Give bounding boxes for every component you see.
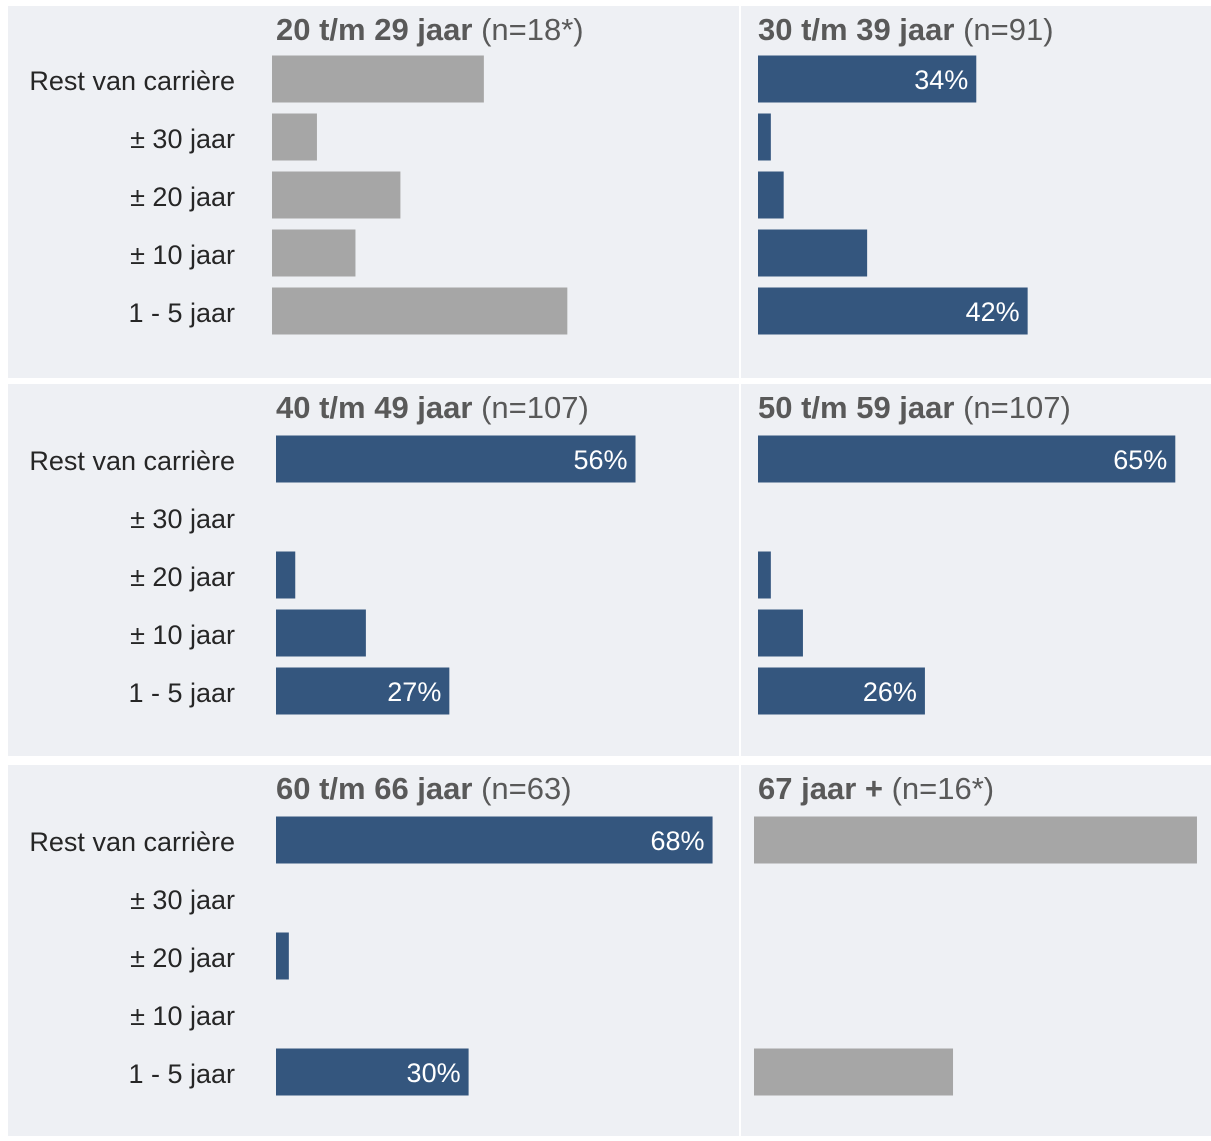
bar xyxy=(758,171,784,219)
panel-1: 20 t/m 29 jaar (n=18*) Rest van carrière ±… xyxy=(8,6,739,378)
bar xyxy=(272,171,401,219)
bar xyxy=(276,932,289,980)
bar xyxy=(276,667,450,715)
bar xyxy=(272,55,484,103)
category-label: 1 - 5 jaar xyxy=(128,298,235,328)
bar xyxy=(758,229,868,277)
panel-5: 60 t/m 66 jaar (n=63) Rest van carrière 68… xyxy=(8,765,739,1137)
bar xyxy=(276,551,296,599)
bar xyxy=(758,609,803,657)
bar xyxy=(272,113,317,161)
panel-title-bold: 40 t/m 49 jaar xyxy=(276,390,472,425)
bar-value-label: 56% xyxy=(573,445,627,475)
bar xyxy=(758,435,1176,483)
panel-title-sample-size: (n=63) xyxy=(472,771,571,806)
bar-value-label: 65% xyxy=(1113,445,1167,475)
category-label: ± 30 jaar xyxy=(130,504,235,534)
bar xyxy=(758,667,925,715)
bar-value-label: 27% xyxy=(387,677,441,707)
category-label: ± 10 jaar xyxy=(130,620,235,650)
panel-title-bold: 67 jaar + xyxy=(758,771,883,806)
bar-value-label: 68% xyxy=(651,826,705,856)
panel-title: 30 t/m 39 jaar (n=91) xyxy=(758,12,1054,47)
bar xyxy=(754,1048,954,1096)
category-label: ± 30 jaar xyxy=(130,885,235,915)
panel-title-bold: 60 t/m 66 jaar xyxy=(276,771,472,806)
panel-title: 40 t/m 49 jaar (n=107) xyxy=(276,390,589,425)
bar xyxy=(754,816,1197,864)
panel-2: 30 t/m 39 jaar (n=91) 34% 42% xyxy=(741,6,1211,378)
panel-title-sample-size: (n=107) xyxy=(954,390,1070,425)
bar xyxy=(272,229,356,277)
panel-title: 60 t/m 66 jaar (n=63) xyxy=(276,771,572,806)
panel-4: 50 t/m 59 jaar (n=107) 65% 26% xyxy=(741,384,1211,756)
panel-6: 67 jaar + (n=16*) xyxy=(741,765,1211,1137)
bar-value-label: 34% xyxy=(914,65,968,95)
category-label: 1 - 5 jaar xyxy=(128,1059,235,1089)
category-label: ± 20 jaar xyxy=(130,943,235,973)
bar-value-label: 30% xyxy=(407,1058,461,1088)
panel-title-bold: 50 t/m 59 jaar xyxy=(758,390,954,425)
category-label: Rest van carrière xyxy=(29,446,235,476)
category-label: ± 10 jaar xyxy=(130,240,235,270)
category-label: ± 20 jaar xyxy=(130,562,235,592)
bar xyxy=(276,1048,469,1096)
panel-title: 20 t/m 29 jaar (n=18*) xyxy=(276,12,584,47)
bar xyxy=(758,113,771,161)
bar-value-label: 42% xyxy=(966,297,1020,327)
category-label: ± 30 jaar xyxy=(130,124,235,154)
bar xyxy=(276,816,713,864)
bar xyxy=(276,435,636,483)
bar xyxy=(758,55,977,103)
panel-title: 67 jaar + (n=16*) xyxy=(758,771,994,806)
category-label: ± 20 jaar xyxy=(130,182,235,212)
panel-title-sample-size: (n=91) xyxy=(954,12,1053,47)
panel-title-sample-size: (n=107) xyxy=(472,390,588,425)
panel-title: 50 t/m 59 jaar (n=107) xyxy=(758,390,1071,425)
bar xyxy=(758,287,1028,335)
panel-title-bold: 30 t/m 39 jaar xyxy=(758,12,954,47)
panel-title-sample-size: (n=16*) xyxy=(883,771,994,806)
category-label: Rest van carrière xyxy=(29,827,235,857)
bar xyxy=(276,609,366,657)
panel-3: 40 t/m 49 jaar (n=107) Rest van carrière 5… xyxy=(8,384,739,756)
panel-title-bold: 20 t/m 29 jaar xyxy=(276,12,472,47)
category-label: ± 10 jaar xyxy=(130,1001,235,1031)
panel-title-sample-size: (n=18*) xyxy=(472,12,583,47)
bar-value-label: 26% xyxy=(863,677,917,707)
bar xyxy=(758,551,771,599)
bar xyxy=(272,287,568,335)
category-label: Rest van carrière xyxy=(29,66,235,96)
category-label: 1 - 5 jaar xyxy=(128,678,235,708)
